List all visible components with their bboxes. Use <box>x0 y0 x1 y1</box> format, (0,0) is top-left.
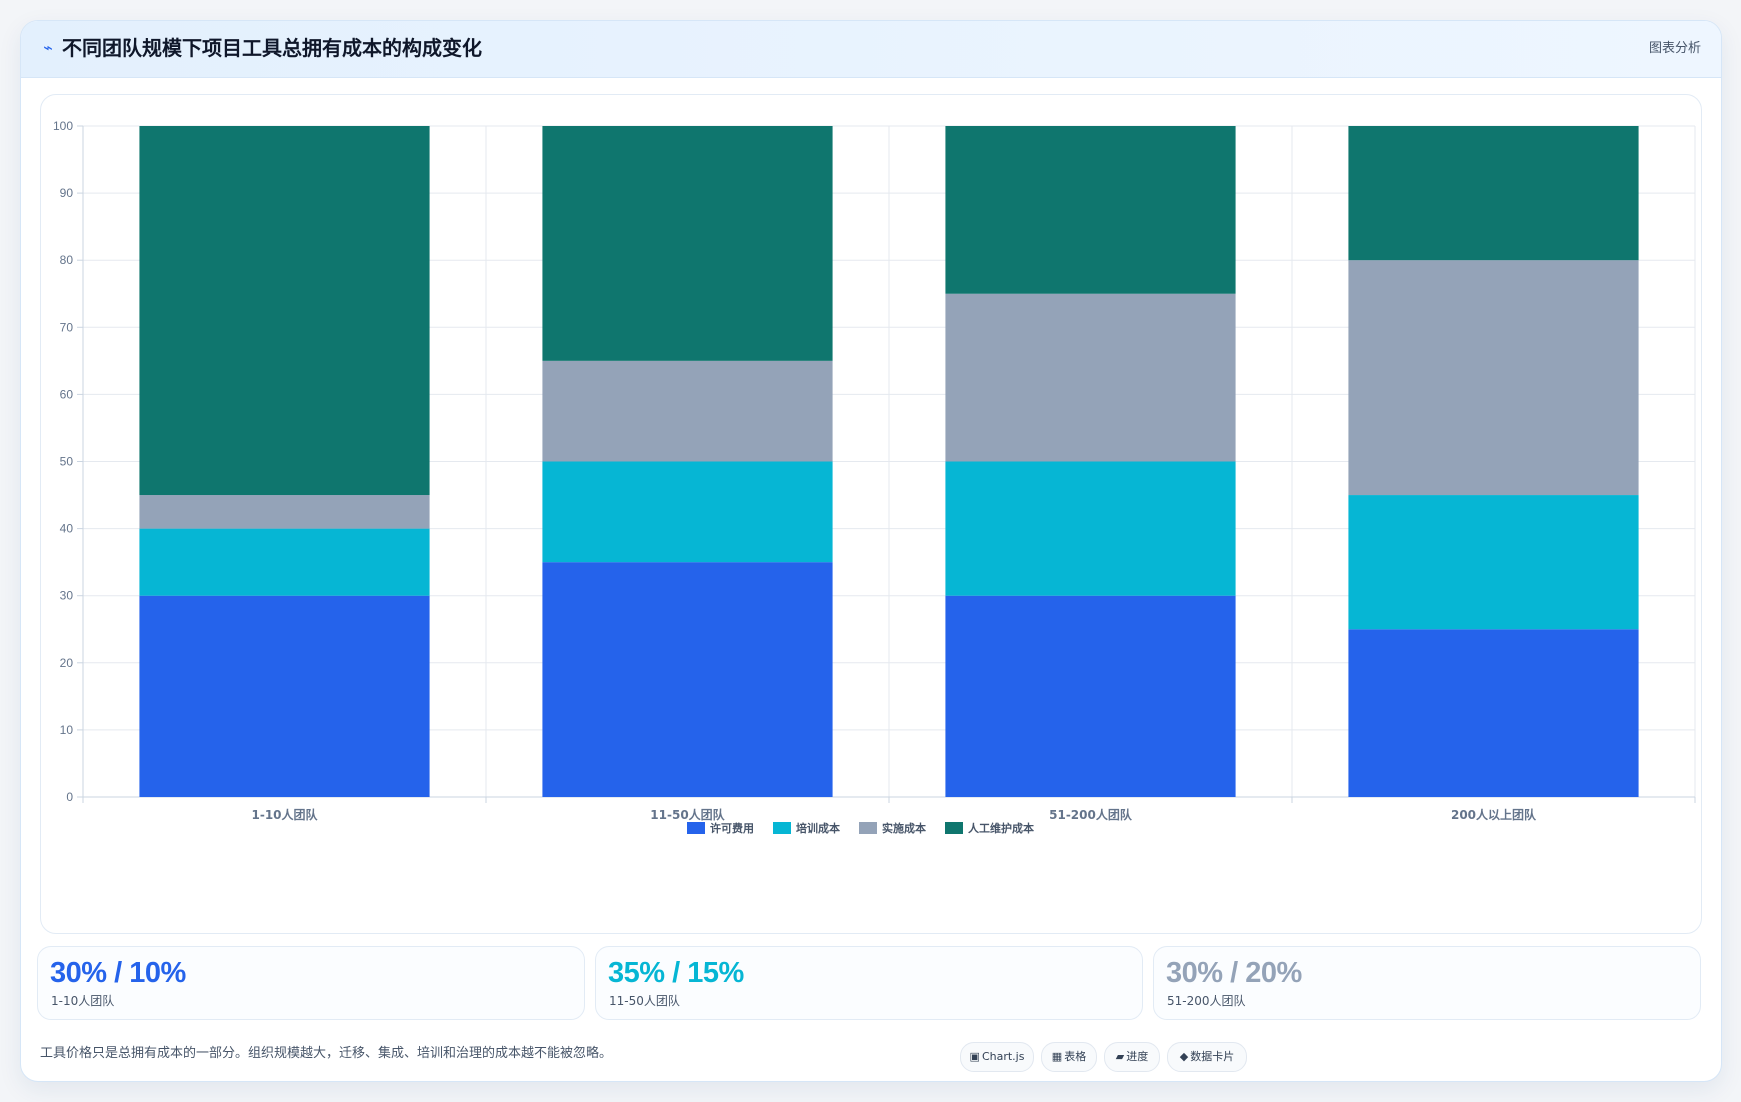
kpi-value: 30% / 20% <box>1166 957 1302 989</box>
bar-segment <box>542 562 833 797</box>
stacked-bar-chart: 0 10 20 30 40 50 60 70 80 90 100 1-10人团队 11-50人团队 51-… <box>53 119 1696 835</box>
bar-segment <box>1348 495 1639 630</box>
y-tick-label: 20 <box>60 656 74 670</box>
x-tick-label: 1-10人团队 <box>251 807 318 822</box>
bar-segment <box>542 461 833 563</box>
bar-segment <box>139 495 430 529</box>
chip-label: Chart.js <box>981 1050 1025 1063</box>
bar-segment <box>945 595 1236 797</box>
kpi-value: 30% / 10% <box>50 957 186 989</box>
legend-label: 实施成本 <box>882 821 926 835</box>
kpi-label: 1-10人团队 <box>51 994 115 1008</box>
chip-table[interactable]: ▦ 表格 <box>1041 1042 1097 1072</box>
kpi-label: 11-50人团队 <box>609 994 680 1008</box>
chip-label: 进度 <box>1126 1050 1149 1063</box>
kpi-card-1: 30% / 10% 1-10人团队 <box>37 946 585 1020</box>
legend-swatch <box>687 822 705 834</box>
chip-data-card[interactable]: ◆ 数据卡片 <box>1167 1042 1247 1072</box>
chart-card: ⌁ 不同团队规模下项目工具总拥有成本的构成变化 图表分析 0 10 20 30 40 50… <box>20 20 1722 1082</box>
chart-title: 不同团队规模下项目工具总拥有成本的构成变化 <box>62 36 482 60</box>
chip-label: 表格 <box>1064 1050 1087 1063</box>
diamond-icon: ◆ <box>1179 1050 1189 1063</box>
bar-segment <box>1348 260 1639 496</box>
kpi-label: 51-200人团队 <box>1167 994 1246 1008</box>
y-tick-label: 90 <box>60 186 74 200</box>
bar-segment <box>1348 629 1639 797</box>
y-tick-label: 60 <box>60 387 74 401</box>
y-tick-label: 80 <box>60 253 74 267</box>
chart-icon: ▣ <box>969 1050 980 1063</box>
bar-segment <box>542 126 833 361</box>
legend-swatch <box>945 822 963 834</box>
kpi-value: 35% / 15% <box>608 957 744 989</box>
legend-label: 培训成本 <box>796 821 840 835</box>
legend-swatch <box>773 822 791 834</box>
bar-segment <box>1348 126 1639 261</box>
bar-segment <box>945 293 1236 462</box>
footer-note: 工具价格只是总拥有成本的一部分。组织规模越大，迁移、集成、培训和治理的成本越不能… <box>40 1046 613 1061</box>
x-tick-label: 200人以上团队 <box>1451 807 1537 822</box>
y-tick-label: 40 <box>60 522 74 536</box>
bar-segment <box>139 595 430 797</box>
card-header: ⌁ 不同团队规模下项目工具总拥有成本的构成变化 图表分析 <box>21 21 1721 78</box>
kpi-card-3: 30% / 20% 51-200人团队 <box>1153 946 1701 1020</box>
table-icon: ▦ <box>1051 1050 1063 1063</box>
y-tick-label: 10 <box>60 723 74 737</box>
chart-panel: 0 10 20 30 40 50 60 70 80 90 100 1-10人团队 11-50人团队 51-… <box>40 94 1702 934</box>
bar-segment <box>542 360 833 462</box>
chip-label: 数据卡片 <box>1190 1050 1235 1063</box>
bar-segment <box>945 461 1236 596</box>
legend-swatch <box>859 822 877 834</box>
chart-analysis-tag: 图表分析 <box>1648 41 1701 56</box>
legend-label: 许可费用 <box>710 821 754 835</box>
x-tick-label: 51-200人团队 <box>1049 807 1133 822</box>
y-tick-label: 50 <box>60 455 74 469</box>
legend-label: 人工维护成本 <box>968 821 1034 835</box>
bar-segment <box>139 126 430 496</box>
progress-icon: ▰ <box>1115 1050 1125 1063</box>
chip-progress[interactable]: ▰ 进度 <box>1104 1042 1160 1072</box>
bar-segment <box>139 528 430 596</box>
x-tick-label: 11-50人团队 <box>650 807 725 822</box>
bar-segment <box>945 126 1236 294</box>
y-tick-label: 100 <box>53 119 73 133</box>
kpi-card-2: 35% / 15% 11-50人团队 <box>595 946 1143 1020</box>
lightning-icon: ⌁ <box>43 38 53 57</box>
chip-chartjs[interactable]: ▣ Chart.js <box>960 1042 1034 1072</box>
y-tick-label: 0 <box>66 790 73 804</box>
y-tick-label: 30 <box>60 589 74 603</box>
y-tick-label: 70 <box>60 320 74 334</box>
